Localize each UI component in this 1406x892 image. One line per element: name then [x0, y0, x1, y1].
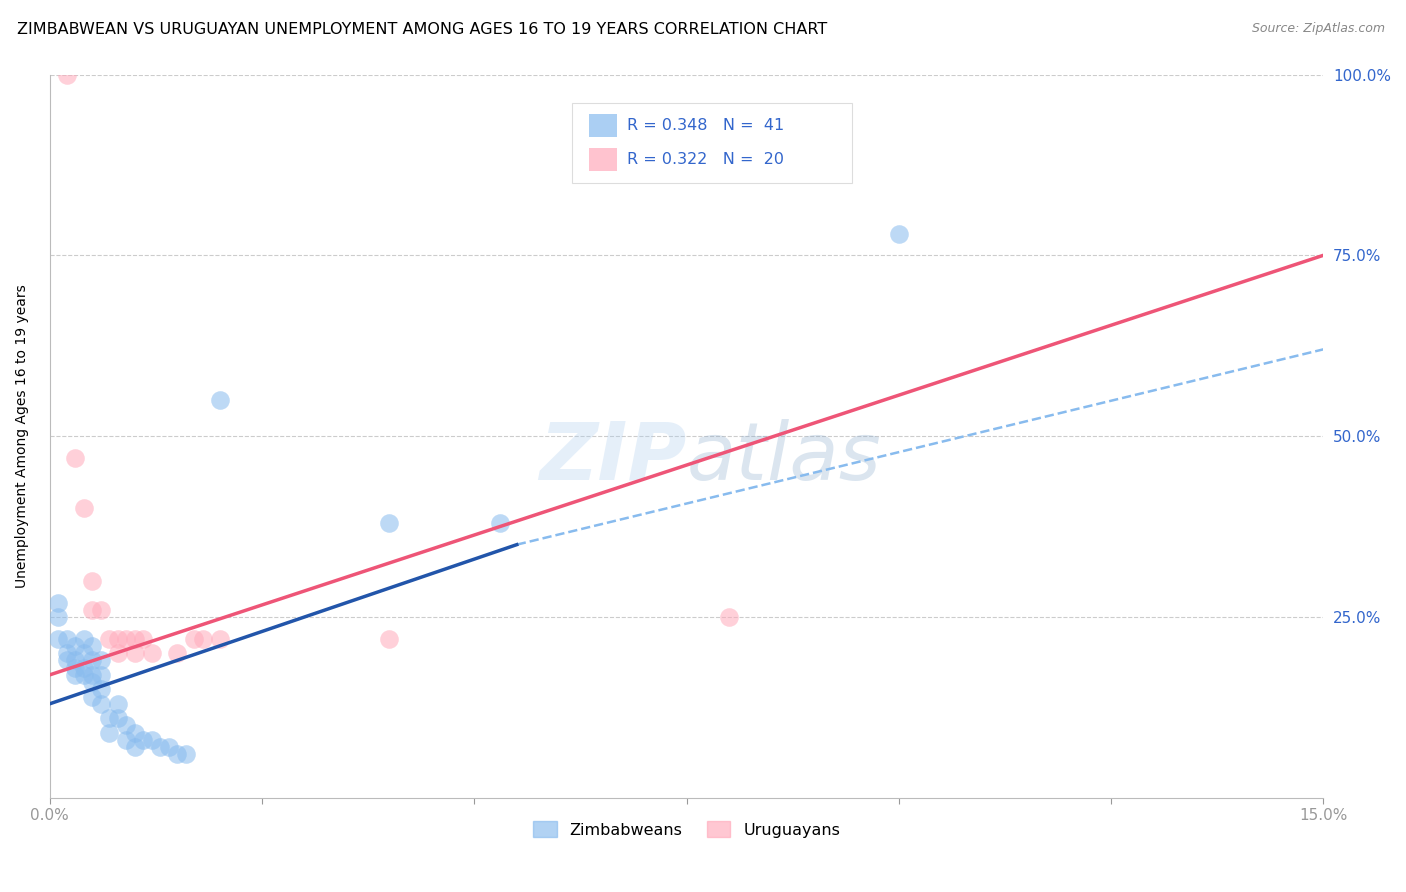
Point — [82, 675, 104, 690]
Point — [488, 516, 510, 530]
Point — [98, 725, 121, 739]
Legend: Zimbabweans, Uruguayans: Zimbabweans, Uruguayans — [527, 814, 846, 844]
Point — [90, 668, 112, 682]
Point — [65, 653, 87, 667]
Point — [90, 603, 112, 617]
Point — [82, 690, 104, 704]
Point — [90, 653, 112, 667]
Point — [46, 610, 69, 624]
Point — [378, 516, 401, 530]
Point — [183, 632, 205, 646]
Point — [98, 632, 121, 646]
Point — [124, 632, 146, 646]
Text: R = 0.348   N =  41: R = 0.348 N = 41 — [627, 119, 785, 134]
Point — [73, 501, 96, 516]
Y-axis label: Unemployment Among Ages 16 to 19 years: Unemployment Among Ages 16 to 19 years — [15, 285, 30, 588]
Point — [107, 697, 129, 711]
Point — [191, 632, 214, 646]
Point — [82, 574, 104, 588]
Point — [56, 653, 79, 667]
Point — [124, 725, 146, 739]
Point — [166, 646, 188, 660]
Point — [90, 697, 112, 711]
Point — [73, 646, 96, 660]
Point — [82, 603, 104, 617]
Point — [65, 639, 87, 653]
Point — [82, 639, 104, 653]
Point — [132, 632, 155, 646]
Text: Source: ZipAtlas.com: Source: ZipAtlas.com — [1251, 22, 1385, 36]
Point — [124, 646, 146, 660]
Point — [73, 632, 96, 646]
Point — [124, 740, 146, 755]
Text: R = 0.322   N =  20: R = 0.322 N = 20 — [627, 152, 783, 167]
Point — [157, 740, 180, 755]
Point — [73, 660, 96, 674]
Point — [115, 718, 138, 732]
Point — [90, 682, 112, 697]
Point — [132, 733, 155, 747]
Point — [82, 653, 104, 667]
FancyBboxPatch shape — [589, 147, 616, 170]
Point — [717, 610, 740, 624]
Point — [56, 646, 79, 660]
Point — [115, 632, 138, 646]
Point — [46, 632, 69, 646]
FancyBboxPatch shape — [589, 114, 616, 137]
Point — [46, 595, 69, 609]
Point — [107, 632, 129, 646]
Point — [208, 392, 231, 407]
Point — [107, 646, 129, 660]
Point — [115, 733, 138, 747]
Text: ZIP: ZIP — [538, 419, 686, 497]
Point — [141, 733, 163, 747]
Point — [174, 747, 197, 762]
Text: atlas: atlas — [686, 419, 882, 497]
Point — [56, 632, 79, 646]
Point — [149, 740, 172, 755]
Point — [73, 668, 96, 682]
Point — [65, 660, 87, 674]
Point — [208, 632, 231, 646]
Point — [65, 668, 87, 682]
Point — [98, 711, 121, 725]
Point — [107, 711, 129, 725]
Point — [141, 646, 163, 660]
Point — [166, 747, 188, 762]
FancyBboxPatch shape — [572, 103, 852, 183]
Point — [56, 68, 79, 82]
Point — [65, 450, 87, 465]
Point — [378, 632, 401, 646]
Point — [82, 668, 104, 682]
Point — [887, 227, 910, 241]
Text: ZIMBABWEAN VS URUGUAYAN UNEMPLOYMENT AMONG AGES 16 TO 19 YEARS CORRELATION CHART: ZIMBABWEAN VS URUGUAYAN UNEMPLOYMENT AMO… — [17, 22, 827, 37]
